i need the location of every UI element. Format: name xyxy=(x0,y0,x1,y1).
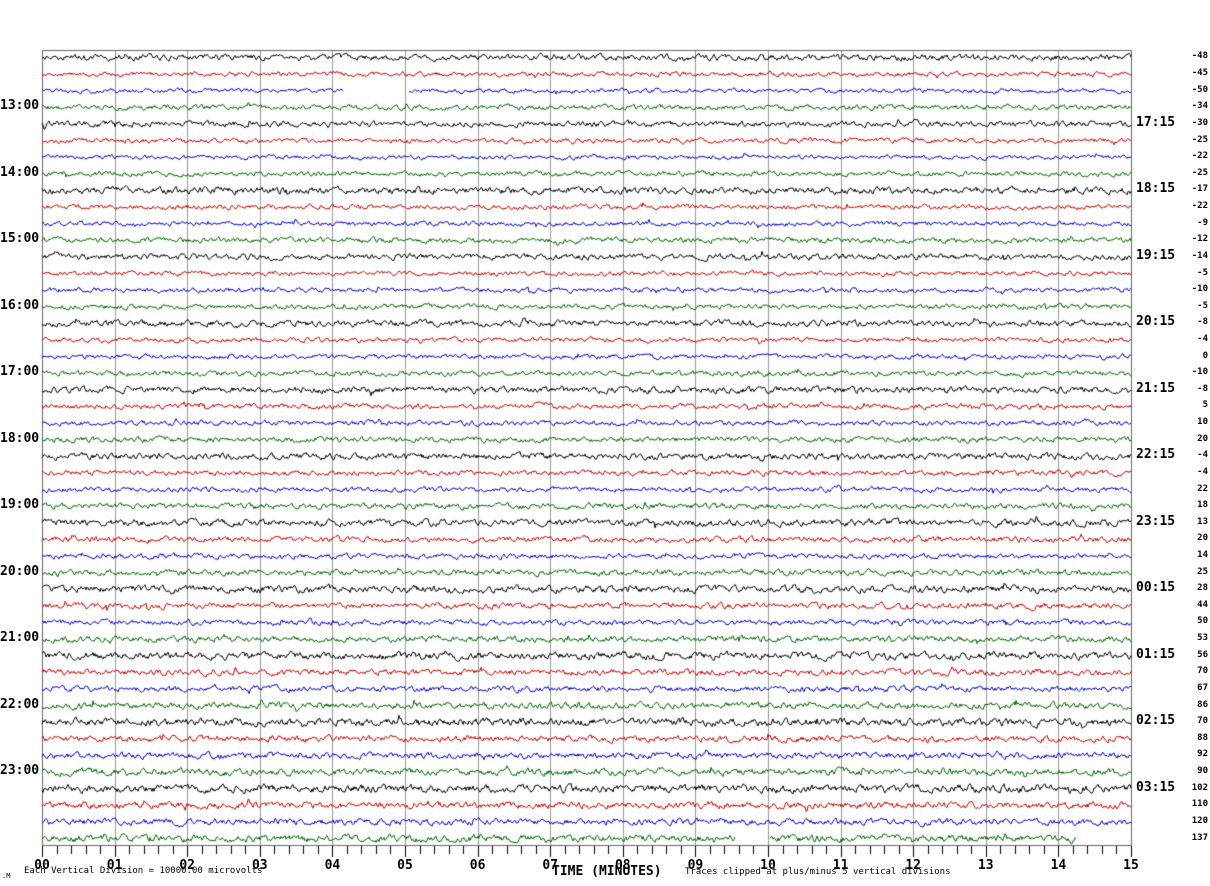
x-tick-13: 13 xyxy=(977,858,994,873)
dc-value-0: -48 xyxy=(1191,50,1208,61)
dc-value-40: 70 xyxy=(1197,716,1208,727)
left-tick-21-00: 21:00 xyxy=(0,630,40,646)
dc-value-41: 88 xyxy=(1197,732,1208,743)
dc-value-47: 137 xyxy=(1191,832,1208,843)
dc-value-36: 56 xyxy=(1197,649,1208,660)
x-tick-10: 10 xyxy=(760,858,776,873)
x-tick-05: 05 xyxy=(397,858,413,873)
left-tick-19-00: 19:00 xyxy=(0,497,40,513)
dc-value-9: -22 xyxy=(1191,201,1208,212)
right-tick-18-15: 18:15 xyxy=(1136,181,1176,197)
left-tick-14-00: 14:00 xyxy=(0,164,40,180)
dc-value-17: -4 xyxy=(1197,333,1208,344)
x-tick-07: 07 xyxy=(542,858,559,873)
dc-value-37: 70 xyxy=(1197,666,1208,677)
dc-value-26: 22 xyxy=(1197,483,1208,494)
dc-value-24: -4 xyxy=(1197,450,1208,461)
dc-value-44: 102 xyxy=(1191,782,1208,793)
x-tick-01: 01 xyxy=(106,858,123,873)
x-axis-title: TIME (MINUTES) xyxy=(552,864,662,879)
dc-value-31: 25 xyxy=(1197,566,1208,577)
dc-value-28: 13 xyxy=(1197,516,1208,527)
dc-value-29: 20 xyxy=(1197,533,1208,544)
right-tick-21-15: 21:15 xyxy=(1136,380,1176,396)
x-tick-00: 00 xyxy=(34,858,50,873)
vertical-division-note: Each Vertical Division = 10000.00 microv… xyxy=(24,866,263,876)
dc-value-43: 90 xyxy=(1197,766,1208,777)
right-tick-01-15: 01:15 xyxy=(1136,646,1176,662)
dc-value-8: -17 xyxy=(1191,184,1208,195)
x-tick-08: 08 xyxy=(614,858,631,873)
x-tick-02: 02 xyxy=(179,858,196,873)
dc-value-23: 20 xyxy=(1197,433,1208,444)
dc-value-1: -45 xyxy=(1191,68,1208,79)
left-tick-17-00: 17:00 xyxy=(0,364,40,380)
right-tick-22-15: 22:15 xyxy=(1136,447,1176,463)
dc-value-34: 50 xyxy=(1197,616,1208,627)
dc-value-39: 86 xyxy=(1197,699,1208,710)
dc-value-27: 18 xyxy=(1197,500,1208,511)
dc-value-18: 0 xyxy=(1202,350,1208,361)
dc-value-38: 67 xyxy=(1197,682,1208,693)
right-tick-03-15: 03:15 xyxy=(1136,779,1176,795)
dc-value-4: -30 xyxy=(1191,117,1208,128)
dc-value-11: -12 xyxy=(1191,234,1208,245)
dc-value-35: 53 xyxy=(1197,633,1208,644)
dc-value-21: 5 xyxy=(1202,400,1208,411)
clip-note: Traces clipped at plus/minus 5 vertical … xyxy=(685,867,951,877)
dc-value-45: 110 xyxy=(1191,799,1208,810)
right-tick-20-15: 20:15 xyxy=(1136,314,1176,330)
dc-value-7: -25 xyxy=(1191,167,1208,178)
dc-value-19: -10 xyxy=(1191,367,1208,378)
x-tick-09: 09 xyxy=(687,858,704,873)
left-tick-20-00: 20:00 xyxy=(0,563,40,579)
x-tick-15: 15 xyxy=(1123,858,1139,873)
left-tick-15-00: 15:00 xyxy=(0,231,40,247)
x-tick-03: 03 xyxy=(251,858,268,873)
dc-value-3: -34 xyxy=(1191,101,1208,112)
left-tick-13-00: 13:00 xyxy=(0,98,40,114)
dc-value-30: 14 xyxy=(1197,550,1208,560)
dc-value-20: -8 xyxy=(1197,383,1208,394)
dc-value-33: 44 xyxy=(1197,599,1208,610)
dc-value-2: -50 xyxy=(1191,84,1208,95)
dc-value-6: -22 xyxy=(1191,151,1208,162)
x-tick-06: 06 xyxy=(469,858,486,873)
dc-value-10: -9 xyxy=(1197,217,1208,228)
left-tick-16-00: 16:00 xyxy=(0,297,40,313)
left-tick-23-00: 23:00 xyxy=(0,763,40,779)
dc-value-12: -14 xyxy=(1191,250,1208,261)
dc-value-46: 120 xyxy=(1191,815,1208,826)
dc-value-5: -25 xyxy=(1191,134,1208,145)
x-tick-12: 12 xyxy=(905,858,922,873)
dc-value-22: 10 xyxy=(1197,417,1208,428)
right-tick-23-15: 23:15 xyxy=(1136,513,1176,529)
left-tick-18-00: 18:00 xyxy=(0,430,40,446)
dc-value-15: -5 xyxy=(1197,300,1208,311)
left-tick-22-00: 22:00 xyxy=(0,696,40,712)
right-tick-02-15: 02:15 xyxy=(1136,713,1176,729)
right-tick-17-15: 17:15 xyxy=(1136,114,1176,130)
x-tick-04: 04 xyxy=(324,858,341,873)
dc-value-13: -5 xyxy=(1197,267,1208,278)
right-tick-19-15: 19:15 xyxy=(1136,247,1176,263)
dc-value-42: 92 xyxy=(1197,749,1208,760)
dc-value-16: -8 xyxy=(1197,317,1208,328)
x-tick-11: 11 xyxy=(832,858,849,873)
dc-value-25: -4 xyxy=(1197,466,1208,477)
right-tick-00-15: 00:15 xyxy=(1136,580,1176,596)
dc-value-14: -10 xyxy=(1191,284,1208,295)
dc-value-32: 28 xyxy=(1197,583,1208,594)
x-tick-14: 14 xyxy=(1050,858,1067,873)
m-marker: .M xyxy=(2,872,11,880)
